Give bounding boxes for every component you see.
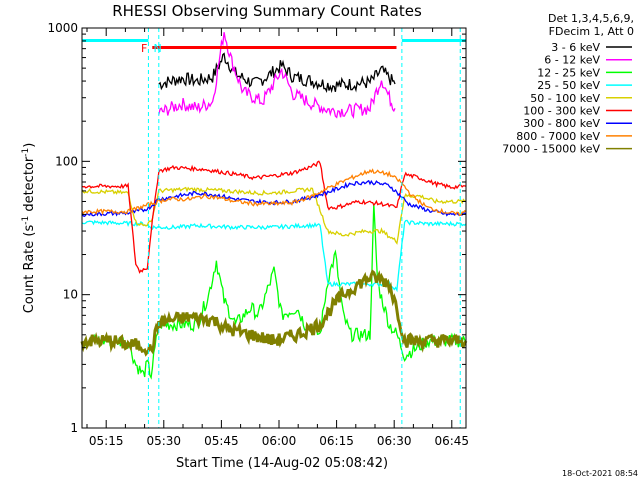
y-tick-label: 1 xyxy=(70,421,78,435)
legend-label: 12 - 25 keV xyxy=(537,66,600,79)
series-line xyxy=(81,179,467,218)
night-bar xyxy=(401,39,466,42)
legend-label: 800 - 7000 keV xyxy=(516,130,600,143)
night-bar xyxy=(82,39,149,42)
x-tick-label: 05:30 xyxy=(146,434,181,448)
legend-label: 50 - 100 keV xyxy=(530,92,600,105)
legend-label: 300 - 800 keV xyxy=(523,117,600,130)
x-tick-label: 05:15 xyxy=(89,434,124,448)
legend-label: 100 - 300 keV xyxy=(523,105,600,118)
x-axis-label: Start Time (14-Aug-02 05:08:42) xyxy=(176,456,388,471)
series-line xyxy=(81,203,467,380)
y-axis-label-part: detector xyxy=(22,156,37,216)
marker-label: N xyxy=(154,42,162,55)
footer-timestamp: 18-Oct-2021 08:54 xyxy=(562,469,638,478)
marker-label: F xyxy=(141,42,147,55)
series-line xyxy=(158,52,396,94)
x-tick-label: 06:45 xyxy=(434,434,469,448)
legend-label: 7000 - 15000 keV xyxy=(502,143,600,156)
legend-label: 25 - 50 keV xyxy=(537,79,600,92)
flare-bar xyxy=(152,46,397,49)
legend-label: 6 - 12 keV xyxy=(544,54,600,67)
y-axis-label: Count Rate (s-1 detector-1) xyxy=(21,143,37,314)
y-axis-label-sup: -1 xyxy=(21,148,31,157)
y-axis-label-part: Count Rate (s xyxy=(22,225,37,314)
chart-title: RHESSI Observing Summary Count Rates xyxy=(112,2,422,20)
series-line xyxy=(80,269,468,357)
legend-label: 3 - 6 keV xyxy=(551,41,600,54)
plot-frame xyxy=(81,27,467,429)
y-axis-label-sup: -1 xyxy=(21,216,31,225)
series-line xyxy=(81,219,467,293)
series-line xyxy=(81,160,467,274)
y-tick-label: 1000 xyxy=(47,21,78,35)
y-axis-label-part: ) xyxy=(22,143,37,148)
x-tick-label: 06:00 xyxy=(262,434,297,448)
y-tick-label: 10 xyxy=(63,288,78,302)
series-line xyxy=(158,32,396,119)
x-tick-label: 06:30 xyxy=(377,434,412,448)
y-tick-label: 100 xyxy=(55,154,78,168)
legend-header-line: Det 1,3,4,5,6,9, xyxy=(548,12,634,25)
plot-layer: F N 1 10 100 1000 05:15 05:30 05:45 06:00 06:15 06:… xyxy=(47,21,469,448)
legend-header-line: FDecim 1, Att 0 xyxy=(549,25,634,38)
x-tick-label: 05:45 xyxy=(204,434,239,448)
x-tick-label: 06:15 xyxy=(319,434,354,448)
series-line xyxy=(81,186,467,245)
